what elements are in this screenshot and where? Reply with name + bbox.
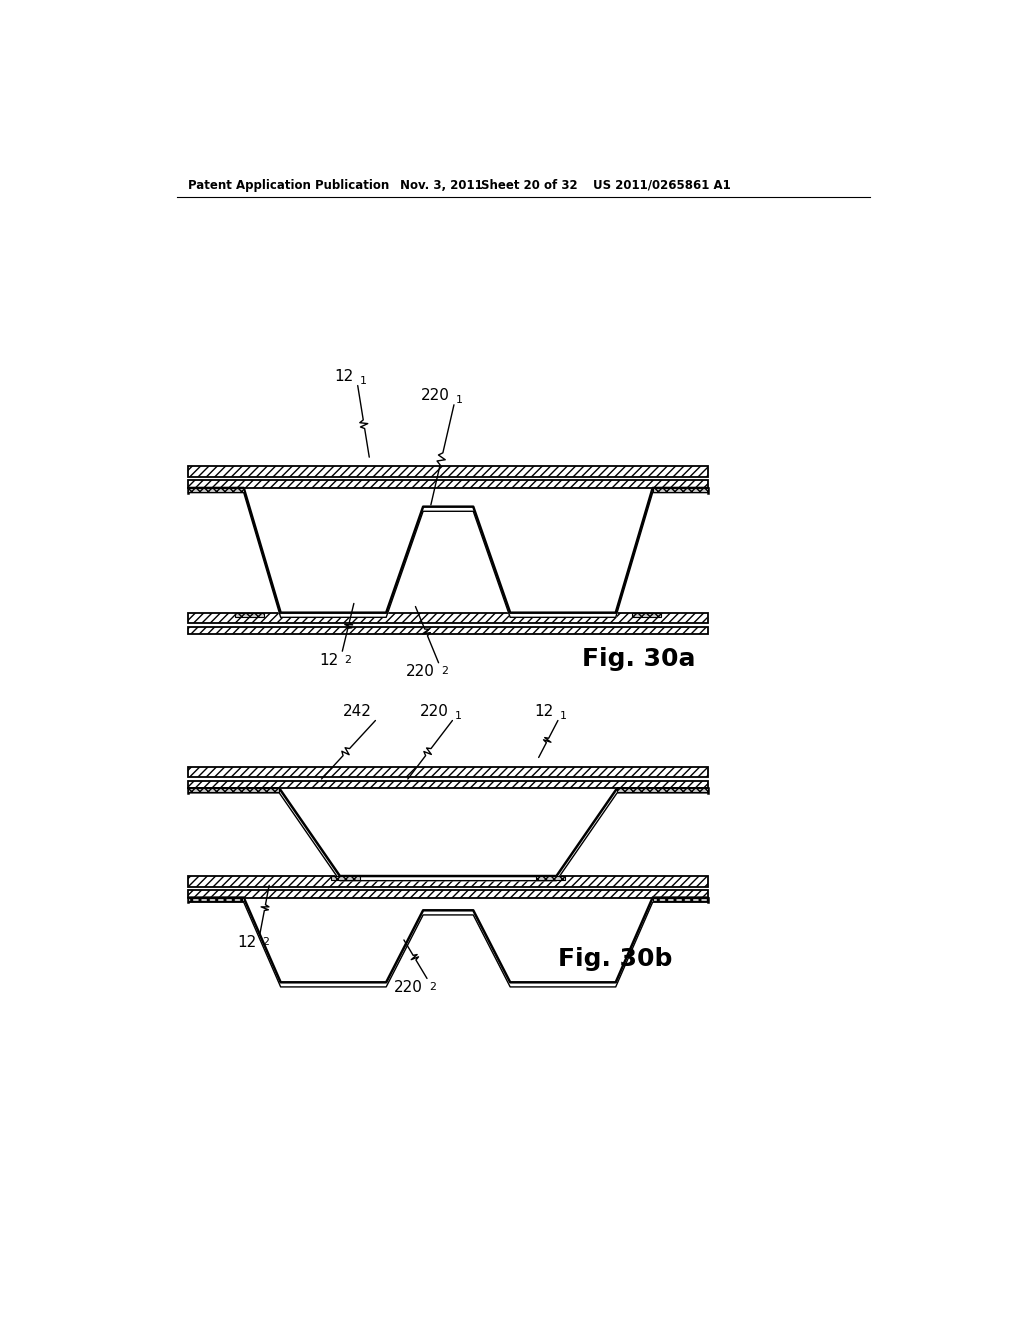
Text: Fig. 30b: Fig. 30b (558, 948, 673, 972)
Polygon shape (188, 488, 708, 618)
Polygon shape (188, 898, 708, 987)
Text: Sheet 20 of 32: Sheet 20 of 32 (481, 178, 578, 191)
Bar (188, 780, 708, 788)
Text: 1: 1 (455, 711, 462, 721)
Text: 220: 220 (406, 664, 435, 680)
Bar (188, 767, 708, 777)
Bar (331, 876, 360, 880)
Bar (652, 898, 708, 902)
Bar (188, 480, 708, 488)
Text: 12: 12 (535, 704, 554, 719)
Bar (188, 627, 708, 635)
Text: 220: 220 (421, 388, 451, 404)
Text: Patent Application Publication: Patent Application Publication (188, 178, 389, 191)
Bar (188, 898, 244, 902)
Text: 1: 1 (360, 376, 367, 387)
Bar (536, 876, 565, 880)
Bar (632, 612, 662, 616)
Bar (188, 890, 708, 898)
Text: 2: 2 (262, 937, 269, 948)
Text: 12: 12 (335, 370, 354, 384)
Text: 220: 220 (394, 979, 423, 995)
Bar (188, 612, 708, 623)
Bar (234, 612, 264, 616)
Text: 220: 220 (420, 704, 449, 719)
Bar (652, 488, 708, 492)
Polygon shape (188, 788, 708, 880)
Text: 2: 2 (429, 982, 436, 993)
Text: 1: 1 (560, 711, 567, 721)
Bar (188, 488, 244, 492)
Bar (188, 876, 708, 887)
Bar (617, 788, 708, 792)
Bar (188, 788, 280, 792)
Text: US 2011/0265861 A1: US 2011/0265861 A1 (593, 178, 730, 191)
Bar (188, 466, 708, 478)
Text: 242: 242 (343, 704, 372, 719)
Text: 2: 2 (440, 667, 447, 676)
Text: 12: 12 (237, 936, 256, 950)
Text: 1: 1 (457, 396, 463, 405)
Text: Nov. 3, 2011: Nov. 3, 2011 (400, 178, 482, 191)
Text: 2: 2 (344, 655, 351, 665)
Text: Fig. 30a: Fig. 30a (582, 647, 695, 671)
Text: 12: 12 (319, 653, 339, 668)
